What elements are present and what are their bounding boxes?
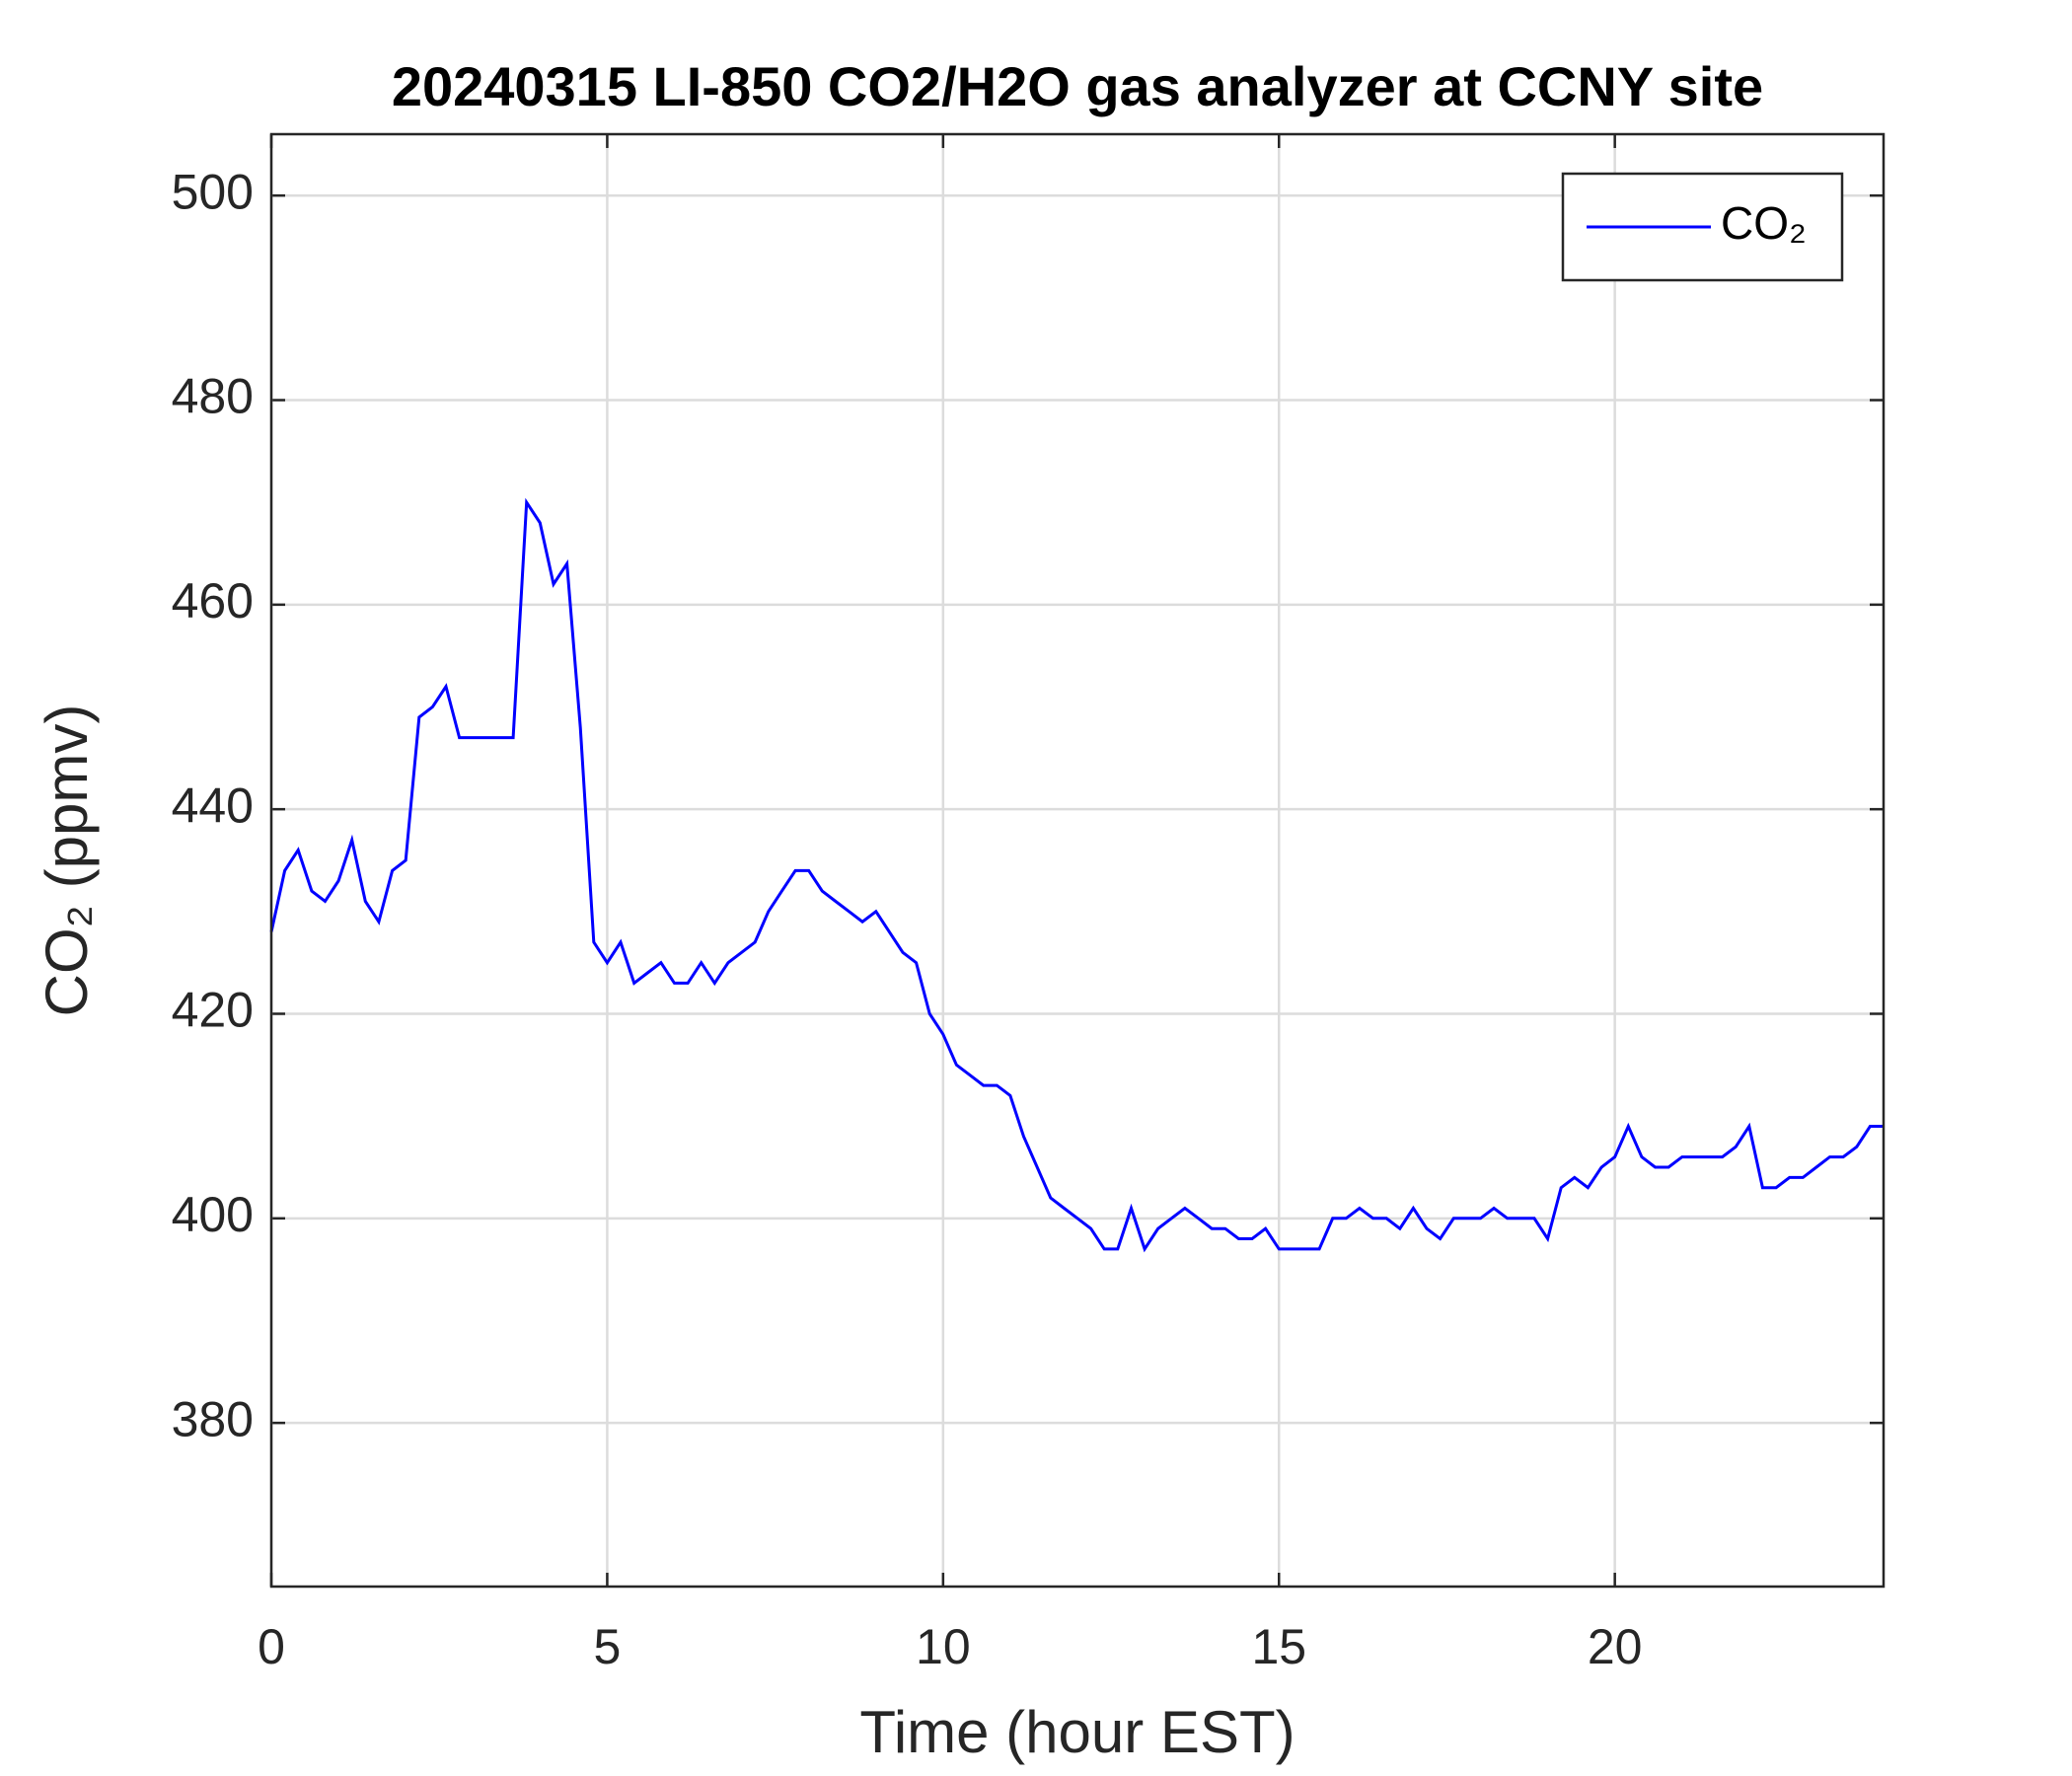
y-tick-label: 500 bbox=[172, 164, 254, 219]
y-tick-label: 440 bbox=[172, 777, 254, 833]
y-tick-label: 460 bbox=[172, 573, 254, 629]
plot-frame bbox=[269, 132, 1886, 1589]
data-line bbox=[269, 497, 1884, 1253]
chart-title: 20240315 LI-850 CO2/H2O gas analyzer at … bbox=[392, 55, 1763, 117]
x-tick-label: 20 bbox=[1588, 1619, 1643, 1674]
y-tick-label: 400 bbox=[172, 1187, 254, 1242]
x-tick-label: 0 bbox=[258, 1619, 285, 1674]
y-tick-label: 420 bbox=[172, 983, 254, 1038]
x-tick-label: 5 bbox=[594, 1619, 622, 1674]
y-tick-label: 480 bbox=[172, 369, 254, 424]
x-tick-label: 15 bbox=[1251, 1619, 1306, 1674]
legend-label: CO₂ bbox=[1721, 197, 1807, 249]
y-axis-label: CO₂ (ppmv) bbox=[34, 704, 100, 1017]
x-axis-label: Time (hour EST) bbox=[859, 1699, 1295, 1765]
y-tick-label: 380 bbox=[172, 1391, 254, 1446]
x-tick-label: 10 bbox=[916, 1619, 971, 1674]
